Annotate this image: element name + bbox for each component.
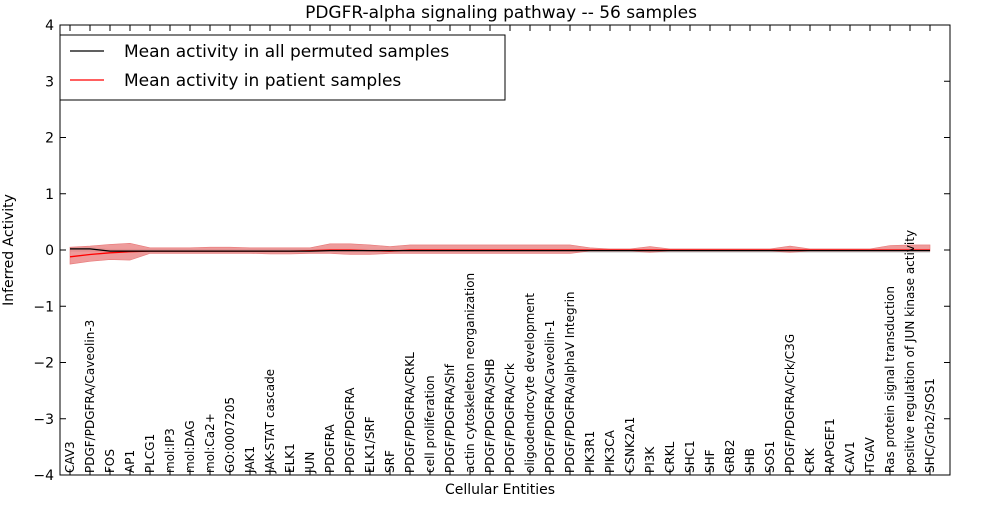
x-axis-ticks: CAV3 PDGF/PDGFRA/Caveolin-3 FOS AP1 PLCG1 mol… — [63, 25, 937, 475]
x-tick-label: cell proliferation — [423, 375, 437, 473]
x-tick-label: JAK-STAT cascade — [263, 369, 277, 474]
x-tick-label: PIK3CA — [603, 429, 617, 473]
x-tick-label: PDGF/PDGFRA — [343, 387, 357, 473]
x-tick-label: positive regulation of JUN kinase activi… — [903, 230, 917, 473]
x-tick-label: oligodendrocyte development — [523, 293, 537, 473]
x-tick-label: CRKL — [663, 441, 677, 473]
x-tick-label: ITGAV — [863, 436, 877, 473]
x-tick-label: mol:Ca2+ — [203, 413, 217, 473]
x-tick-label: SOS1 — [763, 441, 777, 473]
x-tick-label: JAK1 — [243, 446, 257, 474]
x-tick-label: PDGF/PDGFRA/CRKL — [403, 352, 417, 473]
legend-label-permuted: Mean activity in all permuted samples — [124, 42, 449, 62]
x-tick-label: mol:IP3 — [163, 428, 177, 473]
y-tick-label: 4 — [45, 18, 54, 34]
x-tick-label: PDGF/PDGFRA/Crk/C3G — [783, 334, 797, 473]
x-tick-label: ELK1 — [283, 443, 297, 473]
x-tick-label: GO:0007205 — [223, 397, 237, 473]
legend-box — [59, 34, 506, 101]
y-tick-label: −4 — [33, 468, 54, 484]
x-tick-label: PDGF/PDGFRA/Caveolin-1 — [543, 320, 557, 473]
y-tick-label: −1 — [33, 299, 54, 315]
x-tick-label: SRF — [383, 450, 397, 473]
y-axis-label: Inferred Activity — [1, 194, 17, 306]
series-line-permuted — [70, 248, 930, 252]
x-tick-label: PI3K — [643, 446, 657, 473]
chart-title: PDGFR-alpha signaling pathway -- 56 samp… — [305, 3, 697, 23]
y-tick-label: −2 — [33, 356, 54, 372]
x-tick-label: PDGF/PDGFRA/alphaV Integrin — [563, 291, 577, 473]
x-tick-label: GRB2 — [723, 439, 737, 473]
y-tick-label: 0 — [45, 243, 54, 259]
y-tick-label: 2 — [45, 131, 54, 147]
confidence-bands — [69, 242, 931, 265]
x-tick-label: SHB — [743, 448, 757, 473]
x-tick-label: PDGF/PDGFRA/Shf — [443, 363, 457, 473]
x-tick-label: AP1 — [123, 450, 137, 473]
x-tick-label: SHF — [703, 449, 717, 473]
x-tick-label: SHC1 — [683, 440, 697, 473]
legend: Mean activity in all permuted samples Me… — [59, 34, 506, 101]
x-tick-label: CRK — [803, 447, 817, 473]
y-tick-label: 1 — [45, 187, 54, 203]
y-tick-label: 3 — [45, 74, 54, 90]
y-axis-ticks: −4 −3 −2 −1 0 1 2 3 4 — [33, 18, 950, 484]
x-tick-label: CAV1 — [843, 441, 857, 473]
x-tick-label: RAPGEF1 — [823, 418, 837, 473]
legend-label-patient: Mean activity in patient samples — [124, 71, 401, 91]
x-tick-label: mol:DAG — [183, 420, 197, 473]
band-patient — [69, 242, 931, 265]
x-tick-label: PDGF/PDGFRA/Caveolin-3 — [83, 320, 97, 473]
x-tick-label: FOS — [103, 449, 117, 473]
x-tick-label: PDGFRA — [323, 423, 337, 473]
x-tick-label: actin cytoskeleton reorganization — [463, 273, 477, 473]
y-tick-label: −3 — [33, 412, 54, 428]
x-tick-label: JUN — [303, 452, 317, 474]
x-tick-label: SHC/Grb2/SOS1 — [923, 378, 937, 473]
x-tick-label: ELK1/SRF — [363, 416, 377, 473]
x-tick-label: PIK3R1 — [583, 431, 597, 473]
x-axis-label: Cellular Entities — [445, 482, 555, 498]
x-tick-label: PLCG1 — [143, 434, 157, 473]
series-lines — [69, 248, 930, 258]
x-tick-label: CSNK2A1 — [623, 417, 637, 473]
x-tick-label: PDGF/PDGFRA/Crk — [503, 363, 517, 473]
x-tick-label: CAV3 — [63, 441, 77, 473]
x-tick-label: PDGF/PDGFRA/SHB — [483, 359, 497, 473]
x-tick-label: Ras protein signal transduction — [883, 286, 897, 473]
